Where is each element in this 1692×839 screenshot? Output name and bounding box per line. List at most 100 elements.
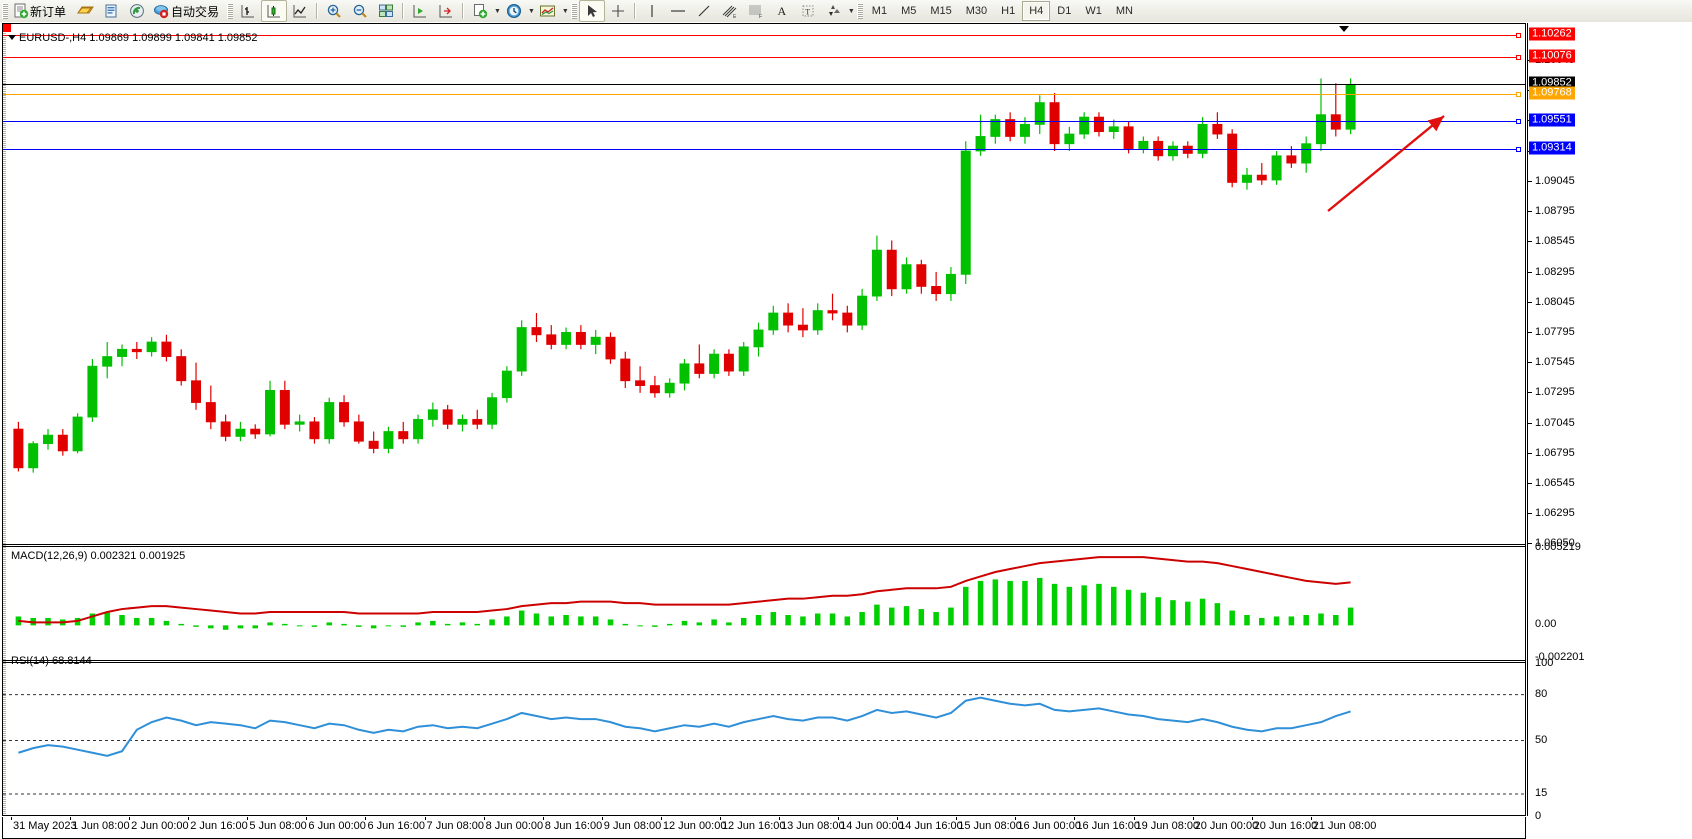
chart-scroll-grip[interactable] bbox=[3, 24, 6, 815]
time-tick-label: 5 Jun 08:00 bbox=[249, 820, 307, 832]
time-tick bbox=[247, 817, 249, 820]
shapes-dropdown-caret[interactable]: ▼ bbox=[847, 7, 855, 15]
svg-text:T: T bbox=[805, 8, 810, 17]
timeframe-h4[interactable]: H4 bbox=[1022, 1, 1051, 21]
timeframe-m5[interactable]: M5 bbox=[901, 5, 917, 17]
price-tick bbox=[1528, 392, 1532, 394]
time-tick bbox=[719, 817, 721, 820]
timeframe-mn[interactable]: MN bbox=[1115, 5, 1133, 17]
price-level-label-resistance[interactable]: 1.10076 bbox=[1529, 49, 1575, 63]
chart-canvas-frame[interactable]: EURUSD-,H4 1.09869 1.09899 1.09841 1.098… bbox=[2, 23, 1526, 816]
toolbar-grip-2[interactable] bbox=[227, 3, 234, 19]
time-tick bbox=[1133, 817, 1135, 820]
toolbar-grip-4[interactable] bbox=[856, 3, 863, 19]
equidistant-channel-button[interactable]: E bbox=[717, 0, 743, 22]
vertical-line-button[interactable] bbox=[639, 0, 665, 22]
main-toolbar: 新订单 bbox=[0, 0, 1692, 23]
templates-button[interactable] bbox=[535, 0, 561, 22]
cursor-button[interactable] bbox=[578, 0, 605, 22]
zoom-in-icon bbox=[326, 3, 342, 19]
periods-button[interactable] bbox=[501, 0, 527, 22]
chart-shift-button[interactable] bbox=[433, 0, 459, 22]
timeframe-m1[interactable]: M1 bbox=[871, 5, 888, 17]
time-tick bbox=[1015, 817, 1017, 820]
chart-area[interactable]: EURUSD-,H4 1.09869 1.09899 1.09841 1.098… bbox=[0, 22, 1692, 839]
price-level-handle[interactable] bbox=[1516, 32, 1521, 38]
text-button[interactable]: A bbox=[769, 0, 795, 22]
horizontal-line-button[interactable] bbox=[665, 0, 691, 22]
time-tick bbox=[1192, 817, 1194, 820]
indicators-dropdown-caret[interactable]: ▼ bbox=[494, 7, 501, 15]
expert-advisors-button[interactable] bbox=[72, 0, 98, 22]
time-tick-label: 1 Jun 08:00 bbox=[72, 820, 130, 832]
toolbar-separator-2 bbox=[402, 3, 405, 19]
timeframe-d1[interactable]: D1 bbox=[1057, 5, 1072, 17]
price-level-label-pending[interactable]: 1.09768 bbox=[1529, 86, 1575, 100]
indicators-button[interactable] bbox=[467, 0, 493, 22]
price-level-line-support[interactable] bbox=[3, 147, 1521, 153]
fibonacci-button[interactable]: F bbox=[743, 0, 769, 22]
periods-dropdown-caret[interactable]: ▼ bbox=[527, 7, 535, 15]
data-window-icon bbox=[103, 3, 119, 19]
timeframe-w1[interactable]: W1 bbox=[1085, 5, 1102, 17]
pane-divider-rsi-2 bbox=[3, 662, 1525, 663]
price-tick-label: 1.07045 bbox=[1535, 416, 1575, 429]
price-level-handle[interactable] bbox=[1516, 55, 1521, 61]
data-window-button[interactable] bbox=[98, 0, 124, 22]
price-level-line-pending[interactable] bbox=[3, 92, 1521, 98]
price-tick bbox=[1528, 422, 1532, 424]
zoom-out-button[interactable] bbox=[347, 0, 373, 22]
price-tick bbox=[1528, 362, 1532, 364]
text-label-button[interactable]: T bbox=[795, 0, 821, 22]
autotrading-icon bbox=[153, 3, 170, 19]
tile-windows-button[interactable] bbox=[373, 0, 399, 22]
time-tick bbox=[424, 817, 426, 820]
zoom-in-button[interactable] bbox=[321, 0, 347, 22]
price-level-label-support[interactable]: 1.09314 bbox=[1529, 141, 1575, 155]
rsi-pane[interactable] bbox=[3, 664, 1525, 816]
timeframe-h1[interactable]: H1 bbox=[1001, 5, 1016, 17]
auto-scroll-button[interactable] bbox=[407, 0, 433, 22]
price-level-handle[interactable] bbox=[1516, 118, 1521, 124]
price-level-handle[interactable] bbox=[1516, 92, 1521, 98]
autotrading-button[interactable]: 自动交易 bbox=[150, 0, 225, 22]
time-tick-label: 19 Jun 08:00 bbox=[1135, 820, 1200, 832]
shapes-icon bbox=[826, 3, 842, 19]
price-level-handle[interactable] bbox=[1516, 147, 1521, 153]
time-tick-label: 15 Jun 08:00 bbox=[958, 820, 1022, 832]
price-tick-label: 1.08045 bbox=[1535, 295, 1575, 308]
templates-icon bbox=[539, 3, 556, 19]
price-level-label-current-price[interactable]: 1.09852 bbox=[1529, 76, 1575, 90]
price-level-line-support[interactable] bbox=[3, 118, 1521, 124]
time-tick-label: 12 Jun 16:00 bbox=[721, 820, 786, 832]
price-level-line-resistance[interactable] bbox=[3, 32, 1521, 38]
timeframe-m30[interactable]: M30 bbox=[965, 5, 988, 17]
toolbar-grip[interactable] bbox=[2, 3, 8, 19]
navigator-button[interactable] bbox=[124, 0, 150, 22]
price-tick-label: 1.08295 bbox=[1535, 265, 1575, 278]
price-tick-label: 1.07795 bbox=[1535, 325, 1575, 338]
time-tick-label: 7 Jun 08:00 bbox=[426, 820, 485, 832]
trendline-button[interactable] bbox=[691, 0, 717, 22]
timeframe-m15[interactable]: M15 bbox=[930, 5, 952, 17]
chart-menu-arrow-icon[interactable] bbox=[8, 35, 16, 40]
crosshair-button[interactable] bbox=[605, 0, 631, 22]
time-tick-label: 9 Jun 08:00 bbox=[603, 820, 662, 832]
price-level-line-resistance[interactable] bbox=[3, 55, 1521, 61]
time-axis[interactable]: 31 May 2023 1 Jun 08:00 2 Jun 00:00 2 Jun 1… bbox=[2, 817, 1526, 839]
price-level-label-support[interactable]: 1.09551 bbox=[1529, 113, 1575, 127]
bar-chart-button[interactable] bbox=[235, 0, 261, 22]
toolbar-grip-3[interactable] bbox=[570, 3, 577, 19]
price-axis[interactable]: 1.100451.097951.095451.092951.090451.087… bbox=[1527, 23, 1690, 822]
price-level-line-current-price[interactable] bbox=[3, 84, 1525, 86]
candlestick-chart-button[interactable] bbox=[261, 0, 288, 22]
chart-collapse-arrow-icon[interactable] bbox=[1339, 26, 1349, 32]
line-chart-button[interactable] bbox=[287, 0, 313, 22]
shapes-button[interactable] bbox=[821, 0, 847, 22]
horizontal-line-icon bbox=[669, 3, 687, 19]
chart-top-marker bbox=[3, 24, 11, 32]
templates-dropdown-caret[interactable]: ▼ bbox=[561, 7, 569, 15]
macd-pane[interactable] bbox=[3, 548, 1525, 658]
new-order-button[interactable]: 新订单 bbox=[10, 0, 72, 22]
price-level-label-resistance[interactable]: 1.10262 bbox=[1529, 27, 1575, 41]
